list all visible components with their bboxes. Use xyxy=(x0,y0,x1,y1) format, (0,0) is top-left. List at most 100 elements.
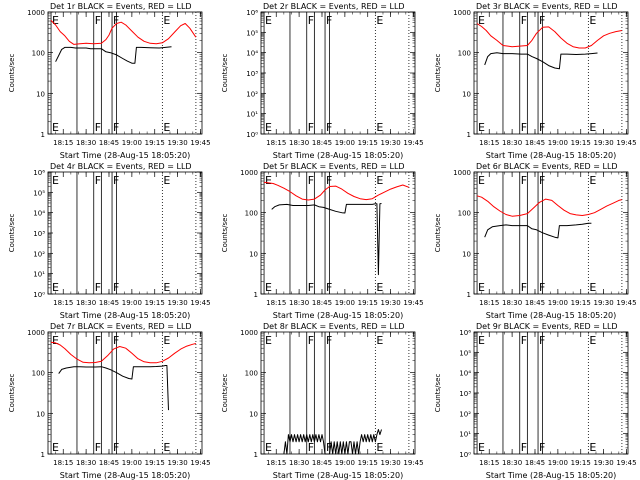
y-tick-label: 10 xyxy=(36,90,45,98)
event-marker-label: E xyxy=(52,174,59,187)
y-tick-label: 1 xyxy=(41,451,45,459)
x-tick-label: 19:00 xyxy=(548,139,568,147)
x-tick-label: 18:30 xyxy=(502,299,522,307)
event-marker-label: E xyxy=(52,14,59,27)
x-tick-label: 19:45 xyxy=(403,139,423,147)
x-tick-label: 18:45 xyxy=(99,139,119,147)
y-tick-label: 10¹ xyxy=(246,111,258,119)
event-marker-label: E xyxy=(478,334,485,347)
x-tick-label: 19:45 xyxy=(616,139,636,147)
event-marker-label: F xyxy=(521,334,527,347)
event-marker-label: E xyxy=(265,281,272,294)
y-axis-label: Counts/sec xyxy=(434,374,442,413)
x-tick-label: 18:30 xyxy=(502,139,522,147)
y-tick-label: 10⁶ xyxy=(33,169,45,177)
y-tick-label: 1 xyxy=(254,291,258,299)
y-tick-label: 10 xyxy=(462,250,471,258)
y-tick-label: 10 xyxy=(462,90,471,98)
x-tick-label: 18:15 xyxy=(266,459,286,467)
y-tick-label: 100 xyxy=(32,50,45,58)
y-tick-label: 1 xyxy=(467,131,471,139)
x-axis-label: Start Time (28-Aug-15 18:05:20) xyxy=(273,151,404,160)
y-tick-label: 10⁰ xyxy=(459,451,471,459)
plot-frame xyxy=(260,11,416,135)
events-series-line xyxy=(283,429,382,455)
plot-frame xyxy=(260,331,416,455)
x-tick-label: 18:30 xyxy=(76,299,96,307)
x-tick-label: 19:15 xyxy=(145,459,165,467)
event-marker-label: F xyxy=(95,441,101,454)
x-tick-label: 19:15 xyxy=(358,299,378,307)
x-tick-label: 19:15 xyxy=(358,139,378,147)
x-tick-label: 19:15 xyxy=(571,139,591,147)
event-marker-label: E xyxy=(589,441,596,454)
event-marker-label: F xyxy=(95,281,101,294)
x-tick-label: 18:15 xyxy=(479,139,499,147)
x-tick-label: 19:00 xyxy=(548,459,568,467)
lld-series-line xyxy=(476,195,623,217)
x-tick-label: 19:00 xyxy=(122,299,142,307)
y-tick-label: 1000 xyxy=(27,9,45,17)
x-tick-label: 18:15 xyxy=(479,459,499,467)
y-tick-label: 1 xyxy=(41,131,45,139)
y-axis-label: Counts/sec xyxy=(434,214,442,253)
event-marker-label: F xyxy=(95,121,101,134)
event-marker-label: E xyxy=(376,441,383,454)
y-tick-label: 10⁵ xyxy=(246,29,258,37)
events-series-line xyxy=(271,203,382,276)
y-tick-label: 100 xyxy=(245,210,258,218)
x-tick-label: 18:15 xyxy=(479,299,499,307)
panel-title: Det 4r BLACK = Events, RED = LLD xyxy=(50,162,192,171)
y-axis-label: Counts/sec xyxy=(221,374,229,413)
x-tick-label: 18:30 xyxy=(76,139,96,147)
event-marker-label: E xyxy=(376,174,383,187)
event-marker-label: E xyxy=(163,121,170,134)
x-tick-label: 19:00 xyxy=(548,299,568,307)
x-tick-label: 18:15 xyxy=(266,139,286,147)
x-tick-label: 18:45 xyxy=(312,459,332,467)
x-tick-label: 19:15 xyxy=(571,459,591,467)
lld-series-line xyxy=(476,23,622,49)
event-marker-label: F xyxy=(326,174,332,187)
event-marker-label: E xyxy=(589,334,596,347)
event-marker-label: F xyxy=(539,174,545,187)
y-tick-label: 100 xyxy=(245,370,258,378)
event-marker-label: F xyxy=(539,281,545,294)
x-tick-label: 19:45 xyxy=(190,299,210,307)
y-tick-label: 10¹ xyxy=(33,271,45,279)
x-tick-label: 19:45 xyxy=(190,459,210,467)
panel-det-6: Det 6r BLACK = Events, RED = LLD Counts/s… xyxy=(434,162,637,320)
panel-det-8: Det 8r BLACK = Events, RED = LLD Counts/s… xyxy=(221,322,424,480)
event-marker-label: F xyxy=(113,121,119,134)
event-marker-label: F xyxy=(113,441,119,454)
event-marker-label: F xyxy=(308,121,314,134)
x-tick-label: 19:45 xyxy=(616,459,636,467)
y-tick-label: 10⁰ xyxy=(246,131,258,139)
x-axis-label: Start Time (28-Aug-15 18:05:20) xyxy=(486,311,617,320)
event-marker-label: E xyxy=(265,14,272,27)
x-tick-label: 18:45 xyxy=(99,299,119,307)
event-marker-label: F xyxy=(95,334,101,347)
event-marker-label: E xyxy=(163,174,170,187)
y-tick-label: 100 xyxy=(458,50,471,58)
event-marker-label: F xyxy=(308,441,314,454)
x-tick-label: 19:45 xyxy=(616,299,636,307)
event-marker-label: F xyxy=(113,281,119,294)
event-marker-label: F xyxy=(113,334,119,347)
event-marker-label: F xyxy=(539,121,545,134)
event-marker-label: E xyxy=(478,281,485,294)
plot-frame xyxy=(47,11,203,135)
x-tick-label: 18:45 xyxy=(312,139,332,147)
y-axis-label: Counts/sec xyxy=(8,374,16,413)
y-tick-label: 1 xyxy=(467,291,471,299)
plot-frame xyxy=(260,171,416,295)
y-axis-label: Counts/sec xyxy=(434,54,442,93)
x-tick-label: 18:30 xyxy=(289,299,309,307)
x-tick-label: 19:15 xyxy=(145,139,165,147)
y-tick-label: 10⁰ xyxy=(33,291,45,299)
x-tick-label: 18:45 xyxy=(99,459,119,467)
x-tick-label: 18:30 xyxy=(289,459,309,467)
y-tick-label: 10³ xyxy=(246,70,258,78)
events-series-line xyxy=(55,46,172,64)
